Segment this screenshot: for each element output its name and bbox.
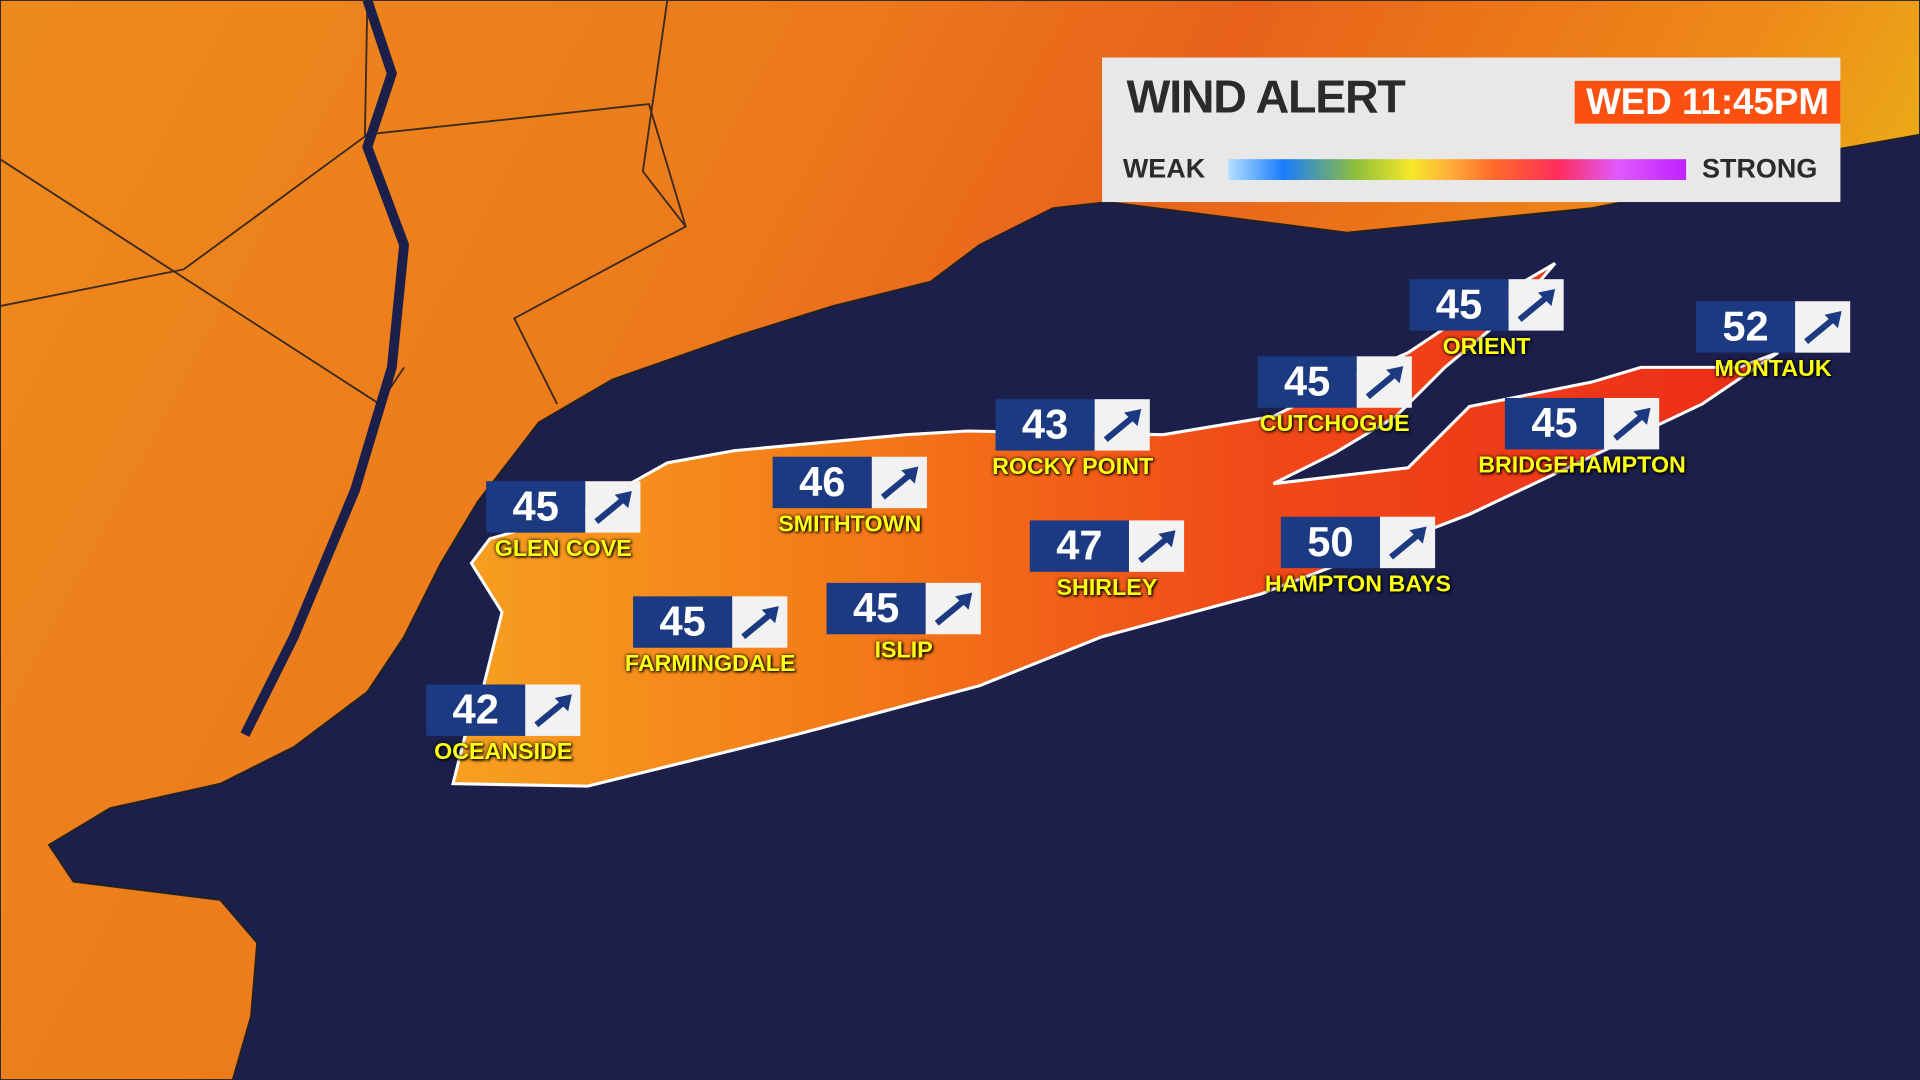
timestamp-badge: WED 11:45PM [1574, 80, 1841, 124]
location-wind-label: 47 SHIRLEY [1029, 520, 1185, 601]
legend-panel: WIND ALERT WED 11:45PM WEAK STRONG [1102, 57, 1841, 203]
location-name: ORIENT [1442, 334, 1531, 361]
location-name: ISLIP [874, 637, 933, 664]
location-wind-label: 45 FARMINGDALE [625, 596, 795, 677]
location-name: BRIDGEHAMPTON [1478, 453, 1686, 479]
scale-high-label: STRONG [1702, 153, 1818, 184]
location-wind-label: 45 BRIDGEHAMPTON [1478, 397, 1686, 479]
location-wind-label: 45 CUTCHOGUE [1257, 356, 1412, 437]
arrow-northeast-icon [1128, 520, 1185, 572]
wind-speed: 52 [1695, 301, 1796, 353]
arrow-northeast-icon [1508, 279, 1564, 331]
location-name: MONTAUK [1714, 356, 1832, 383]
scale-low-label: WEAK [1122, 153, 1206, 184]
location-name: SMITHTOWN [778, 511, 922, 538]
location-name: ROCKY POINT [992, 454, 1154, 481]
wind-speed: 45 [1257, 356, 1357, 408]
location-wind-label: 52 MONTAUK [1695, 301, 1851, 382]
wind-speed: 43 [995, 399, 1095, 451]
arrow-northeast-icon [732, 596, 788, 648]
wind-speed: 45 [486, 481, 586, 533]
arrow-northeast-icon [925, 582, 981, 635]
wind-speed: 45 [826, 582, 926, 635]
location-wind-label: 43 ROCKY POINT [992, 399, 1153, 480]
location-wind-label: 45 GLEN COVE [486, 481, 641, 562]
wind-speed: 50 [1280, 516, 1381, 569]
arrow-northeast-icon [871, 456, 927, 509]
location-wind-label: 45 ISLIP [826, 582, 981, 664]
alert-title: WIND ALERT [1126, 72, 1406, 124]
arrow-northeast-icon [1795, 301, 1851, 353]
arrow-northeast-icon [1094, 399, 1150, 451]
location-name: OCEANSIDE [434, 739, 573, 766]
location-wind-label: 45 ORIENT [1409, 279, 1564, 360]
wind-speed: 45 [1504, 397, 1605, 450]
location-wind-label: 46 SMITHTOWN [772, 456, 927, 538]
hudson-river [240, 0, 410, 737]
location-name: HAMPTON BAYS [1264, 571, 1452, 598]
wind-speed: 47 [1029, 520, 1129, 572]
location-name: FARMINGDALE [624, 651, 796, 678]
wind-speed: 45 [1409, 279, 1509, 331]
arrow-northeast-icon [1356, 356, 1412, 408]
location-wind-label: 42 OCEANSIDE [426, 684, 581, 765]
location-wind-label: 50 HAMPTON BAYS [1265, 516, 1451, 598]
location-name: SHIRLEY [1056, 575, 1158, 602]
wind-speed: 42 [426, 684, 526, 736]
wind-strength-colorbar [1228, 159, 1687, 181]
arrow-northeast-icon [525, 684, 581, 736]
wind-speed: 46 [772, 456, 872, 509]
arrow-northeast-icon [1380, 516, 1436, 569]
location-name: CUTCHOGUE [1259, 411, 1410, 438]
arrow-northeast-icon [1604, 397, 1660, 450]
arrow-northeast-icon [585, 481, 641, 533]
wind-speed: 45 [633, 596, 733, 648]
location-name: GLEN COVE [494, 536, 632, 563]
